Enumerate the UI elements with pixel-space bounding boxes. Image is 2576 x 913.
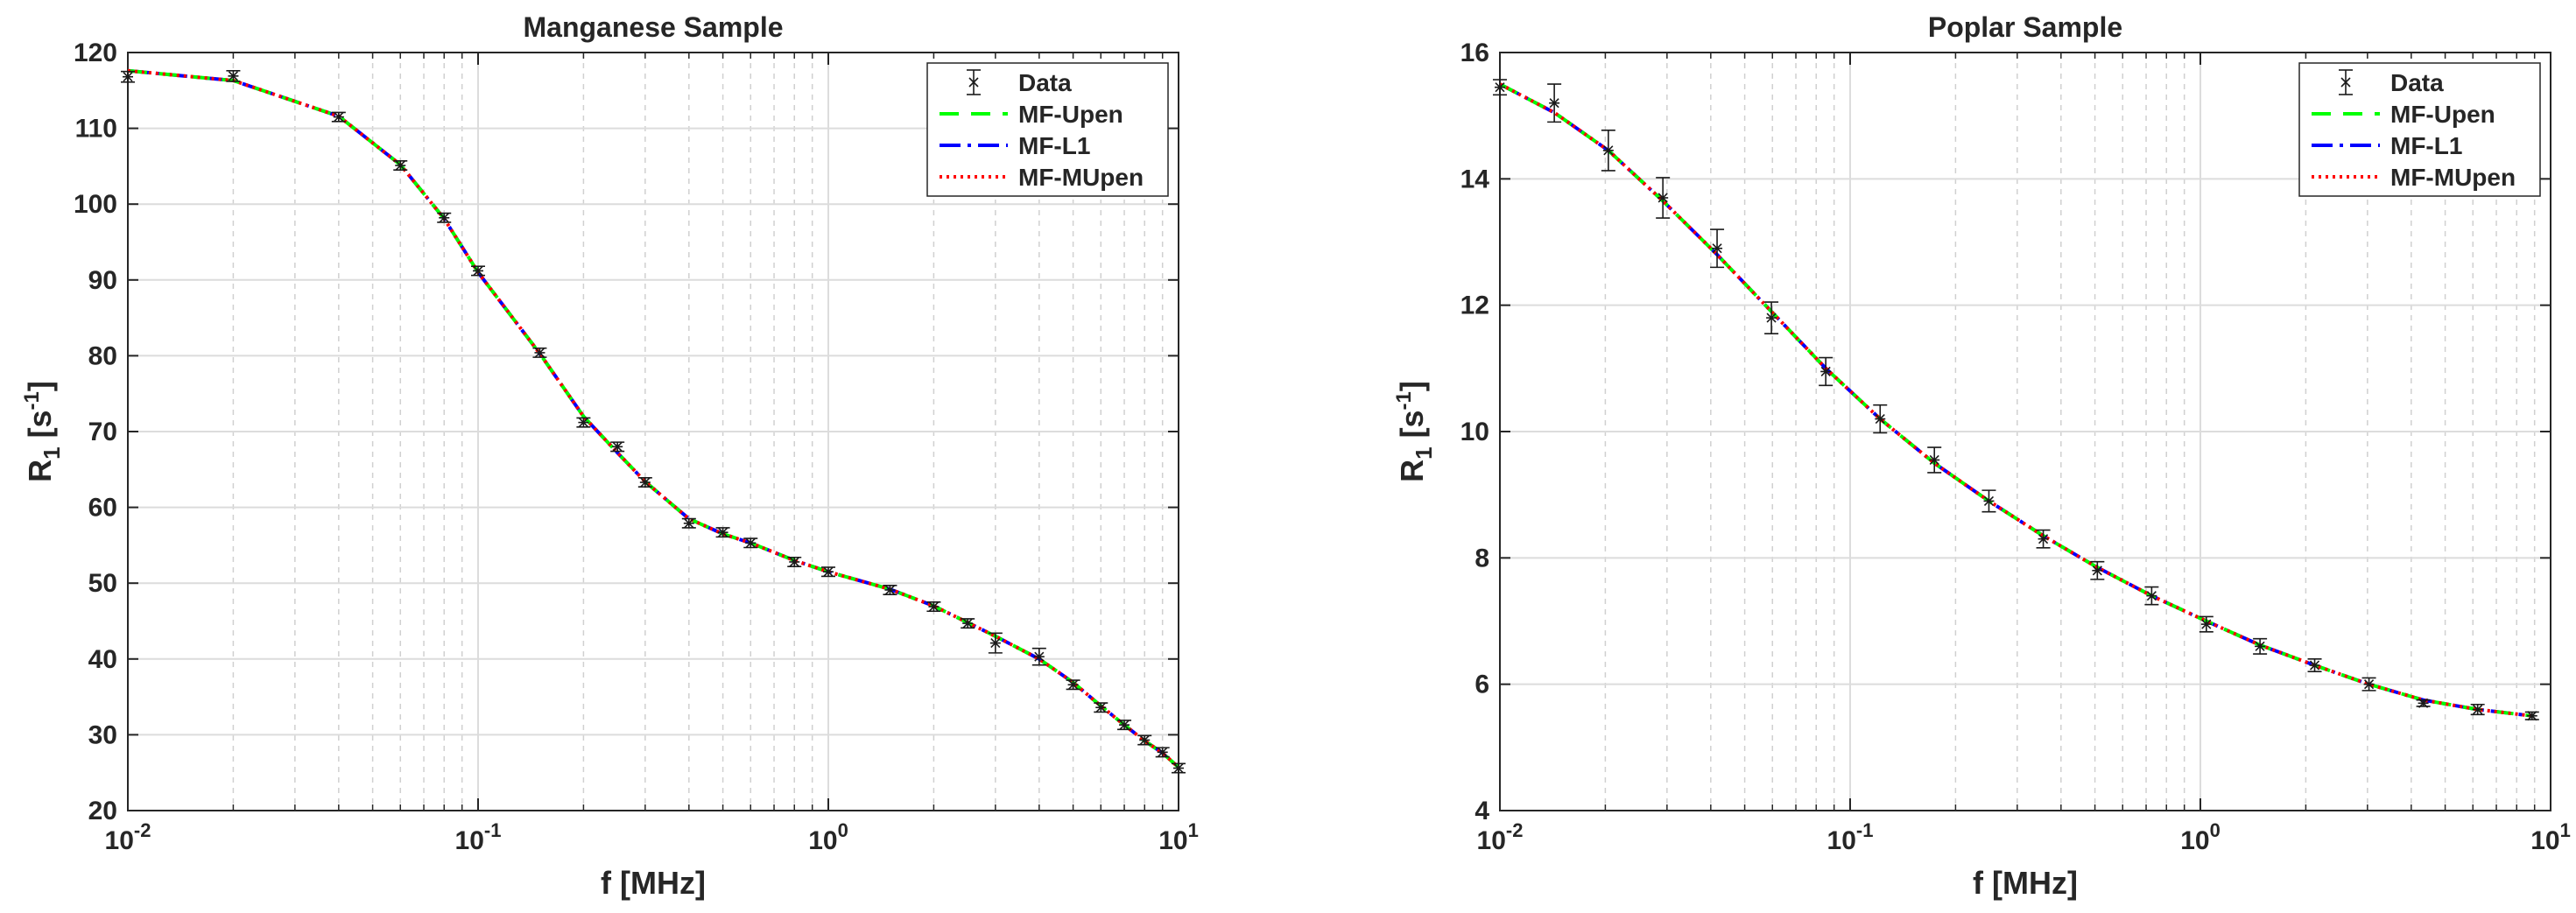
data-point — [1172, 762, 1186, 774]
x-tick-label: 101 — [2530, 819, 2571, 855]
data-point — [576, 417, 591, 428]
legend-label: MF-L1 — [1018, 132, 1090, 159]
y-tick-label: 4 — [1475, 797, 1489, 825]
series-line-mf-upen — [1499, 82, 2533, 718]
x-tick-label: 10-2 — [1477, 819, 1524, 855]
legend-label: MF-MUpen — [2390, 164, 2516, 191]
legend-swatch — [2340, 77, 2351, 88]
y-tick-label: 30 — [88, 720, 117, 749]
y-tick-label: 100 — [74, 190, 117, 219]
legend-label: Data — [1018, 69, 1072, 96]
legend: Data MF-Upen MF-L1 MF-MUpen — [2298, 62, 2541, 197]
y-tick-label: 14 — [1460, 165, 1490, 193]
y-tick-label: 8 — [1475, 544, 1489, 572]
y-tick-label: 50 — [88, 569, 117, 598]
chart-panel-1: 20 30 40 50 60 70 80 90 100 110 120 10-2 10-1 100 101 M… — [20, 11, 1199, 901]
y-tick-label: 60 — [88, 494, 117, 523]
data-point — [2144, 586, 2159, 606]
data-point — [715, 527, 730, 538]
data-point — [681, 517, 696, 529]
data-point — [2036, 529, 2051, 549]
data-point — [2199, 615, 2214, 633]
series-line-mf-mupen — [1499, 82, 2533, 718]
data-point — [1493, 79, 1507, 96]
x-axis-label: f [MHz] — [601, 865, 706, 901]
data-point — [988, 632, 1003, 654]
data-point — [1094, 702, 1109, 713]
data-point — [2416, 698, 2431, 708]
y-axis-label: R1 [s-1] — [1392, 381, 1437, 482]
data-point — [961, 618, 975, 629]
y-tick-label: 70 — [88, 418, 117, 446]
data-point — [1137, 734, 1152, 746]
x-axis-label: f [MHz] — [1973, 865, 2078, 901]
y-tick-label: 80 — [88, 341, 117, 370]
data-point — [1547, 83, 1562, 123]
data-point — [1710, 228, 1725, 269]
y-tick-label: 12 — [1460, 291, 1489, 320]
data-point — [121, 70, 135, 83]
data-point — [437, 212, 452, 223]
legend-label: MF-L1 — [2390, 132, 2462, 159]
legend-label: Data — [2390, 69, 2444, 96]
data-point — [471, 265, 485, 277]
y-tick-label: 40 — [88, 645, 117, 674]
data-point — [2361, 677, 2376, 692]
data-point — [1066, 679, 1080, 691]
data-point — [1873, 404, 1888, 434]
data-point — [331, 111, 346, 123]
y-tick-label: 6 — [1475, 671, 1489, 699]
data-point — [883, 584, 897, 595]
data-point — [1981, 489, 1996, 513]
data-point — [532, 347, 547, 358]
x-tick-label: 100 — [808, 819, 848, 855]
data-point — [1155, 747, 1170, 758]
chart-panel-2: 4 6 8 10 12 14 16 10-2 10-1 100 101 Poplar Sample f … — [1392, 11, 2571, 901]
data-point — [1031, 647, 1046, 666]
y-tick-label: 16 — [1460, 39, 1489, 67]
data-point — [2090, 560, 2105, 580]
data-point — [2307, 657, 2322, 673]
data-point — [610, 441, 625, 453]
data-point — [1819, 356, 1833, 387]
data-point — [1601, 129, 1615, 172]
data-point — [787, 556, 802, 567]
y-axis-label: R1 [s-1] — [20, 381, 65, 482]
data-point — [1764, 301, 1779, 334]
data-point — [1656, 177, 1671, 219]
data-point — [2253, 637, 2268, 655]
x-tick-label: 10-1 — [1827, 819, 1874, 855]
data-point — [2470, 703, 2485, 716]
data-point — [2524, 711, 2539, 721]
data-point — [743, 537, 758, 549]
legend: Data MF-Upen MF-L1 MF-MUpen — [926, 62, 1169, 197]
legend-box — [926, 62, 1169, 197]
x-tick-label: 100 — [2180, 819, 2221, 855]
chart-title: Manganese Sample — [524, 11, 784, 43]
chart-title: Poplar Sample — [1928, 11, 2122, 43]
data-point — [226, 69, 241, 82]
y-tick-label: 10 — [1460, 418, 1489, 446]
data-point — [637, 477, 652, 488]
y-tick-label: 90 — [88, 266, 117, 295]
data-point — [1927, 446, 1942, 474]
x-tick-label: 10-2 — [105, 819, 151, 855]
data-point — [926, 601, 941, 613]
y-tick-label: 20 — [88, 797, 117, 825]
legend-box — [2298, 62, 2541, 197]
y-tick-label: 120 — [74, 39, 117, 67]
data-point — [1117, 720, 1132, 731]
data-point — [821, 566, 835, 578]
legend-label: MF-Upen — [2390, 101, 2495, 128]
x-tick-label: 10-1 — [455, 819, 502, 855]
legend-label: MF-Upen — [1018, 101, 1123, 128]
y-tick-label: 110 — [75, 115, 117, 144]
data-point — [393, 160, 408, 172]
legend-label: MF-MUpen — [1018, 164, 1144, 191]
series-line-mf-upen — [127, 68, 1180, 769]
legend-swatch — [968, 77, 979, 88]
x-tick-label: 101 — [1158, 819, 1199, 855]
